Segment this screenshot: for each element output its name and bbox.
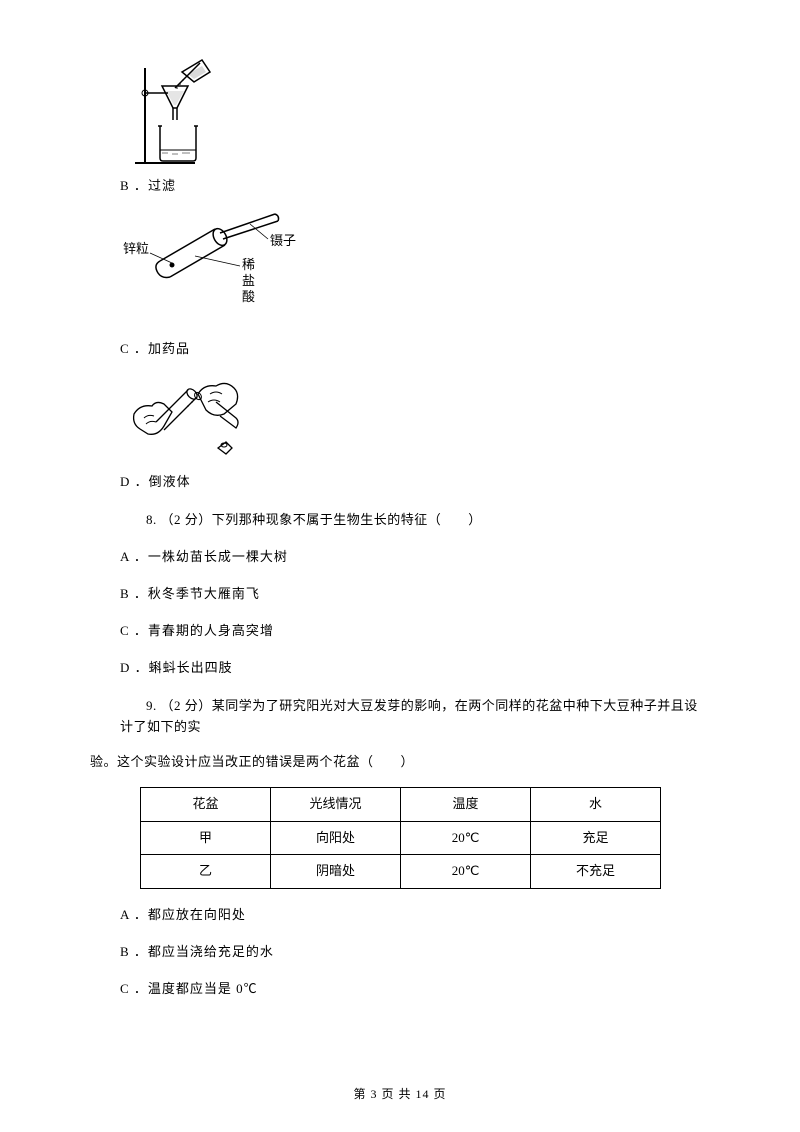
label-acid-1: 稀 xyxy=(242,257,255,272)
table-header: 光线情况 xyxy=(271,787,401,821)
diagram-add-reagent: 锌粒 镊子 稀 盐 酸 xyxy=(120,211,310,331)
q8-choice-d: D ．蝌蚪长出四肢 xyxy=(120,658,710,679)
label-tweezers: 镊子 xyxy=(270,233,296,248)
q9-table: 花盆 光线情况 温度 水 甲 向阳处 20℃ 充足 乙 阴暗处 20℃ 不充足 xyxy=(140,787,661,889)
q9-choice-b: B ．都应当浇给充足的水 xyxy=(120,942,710,963)
table-cell: 向阳处 xyxy=(271,821,401,855)
table-header: 温度 xyxy=(401,787,531,821)
table-header: 花盆 xyxy=(141,787,271,821)
table-row: 花盆 光线情况 温度 水 xyxy=(141,787,661,821)
diagram-pour xyxy=(120,374,260,464)
option-b: B ．过滤 xyxy=(120,176,710,197)
table-row: 乙 阴暗处 20℃ 不充足 xyxy=(141,855,661,889)
table-cell: 甲 xyxy=(141,821,271,855)
q8-choice-c: C ．青春期的人身高突增 xyxy=(120,621,710,642)
table-cell: 20℃ xyxy=(401,821,531,855)
table-cell: 不充足 xyxy=(531,855,661,889)
table-cell: 充足 xyxy=(531,821,661,855)
table-cell: 阴暗处 xyxy=(271,855,401,889)
q9-choice-c: C ．温度都应当是 0℃ xyxy=(120,979,710,1000)
table-cell: 20℃ xyxy=(401,855,531,889)
q9-stem-line2: 验。这个实验设计应当改正的错误是两个花盆（ ） xyxy=(90,752,710,773)
table-row: 甲 向阳处 20℃ 充足 xyxy=(141,821,661,855)
page-footer: 第 3 页 共 14 页 xyxy=(0,1085,800,1104)
q8-stem: 8. （2 分）下列那种现象不属于生物生长的特征（ ） xyxy=(120,510,710,531)
q8-choice-b: B ．秋冬季节大雁南飞 xyxy=(120,584,710,605)
q9-stem-line1: 9. （2 分）某同学为了研究阳光对大豆发芽的影响，在两个同样的花盆中种下大豆种… xyxy=(120,696,710,738)
option-d: D ．倒液体 xyxy=(120,472,710,493)
q9-choice-a: A ．都应放在向阳处 xyxy=(120,905,710,926)
table-header: 水 xyxy=(531,787,661,821)
label-acid-3: 酸 xyxy=(242,289,255,304)
q8-choice-a: A ．一株幼苗长成一棵大树 xyxy=(120,547,710,568)
option-c: C ．加药品 xyxy=(120,339,710,360)
table-cell: 乙 xyxy=(141,855,271,889)
label-acid-2: 盐 xyxy=(242,273,255,288)
diagram-filter xyxy=(120,58,230,168)
label-zinc: 锌粒 xyxy=(123,241,149,256)
